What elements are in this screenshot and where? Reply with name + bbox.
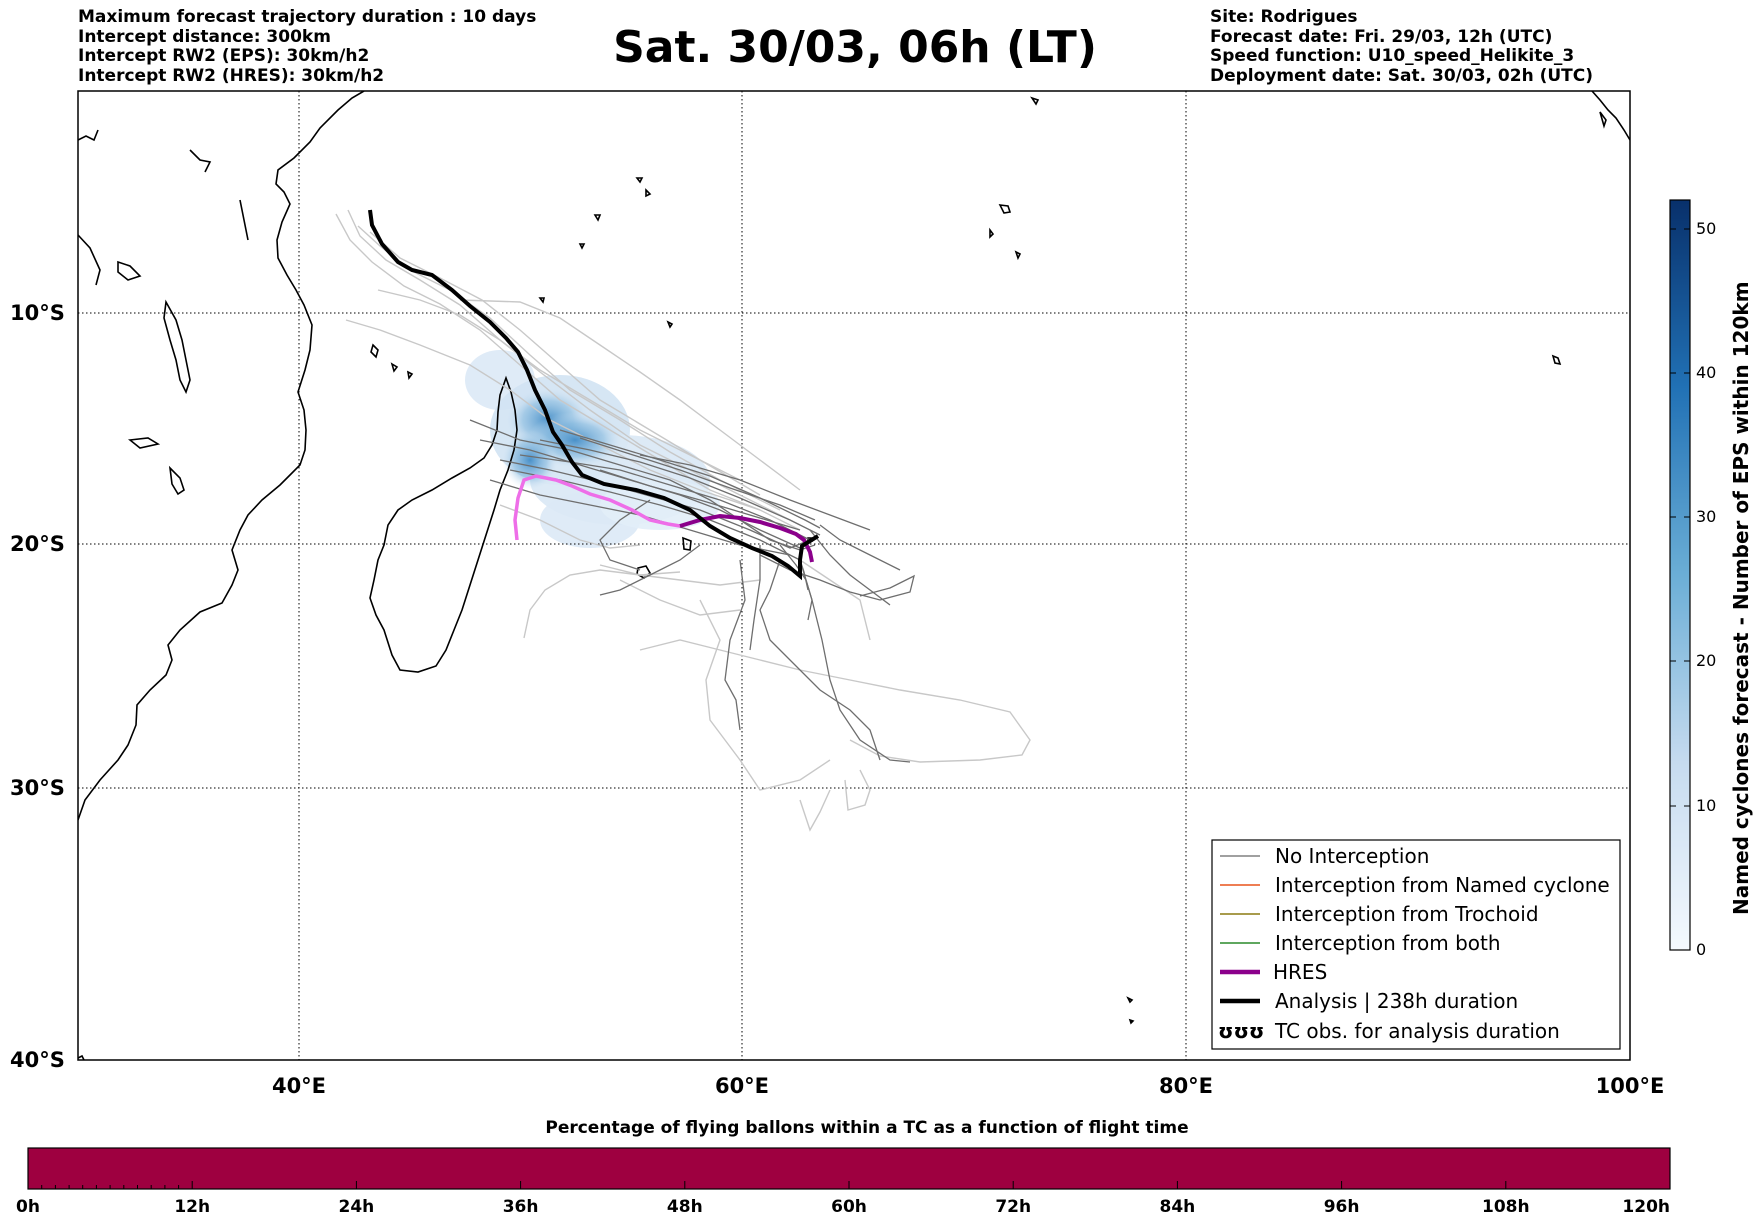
header-right-line: Deployment date: Sat. 30/03, 02h (UTC) <box>1210 65 1594 86</box>
colorbar-tick: 20 <box>1696 651 1716 670</box>
legend-label: HRES <box>1273 960 1327 984</box>
map-title: Sat. 30/03, 06h (LT) <box>613 22 1097 73</box>
header-left-line: Maximum forecast trajectory duration : 1… <box>78 7 537 27</box>
timeline-minor-ticks <box>27 1181 1671 1189</box>
map-area <box>78 91 1630 1060</box>
lon-label: 60°E <box>715 1074 769 1098</box>
colorbar-scale <box>1669 199 1691 951</box>
colorbar: 0 10 20 30 40 50 Named cyclones forecast… <box>1669 199 1753 959</box>
legend-label: Interception from Trochoid <box>1275 902 1539 926</box>
hres-track <box>679 513 814 563</box>
timeline-tick: 84h <box>1160 1197 1196 1217</box>
timeline-tick: 0h <box>16 1197 40 1217</box>
legend: No Interception Interception from Named … <box>1211 839 1621 1050</box>
legend-label: Interception from Named cyclone <box>1275 873 1610 897</box>
timeline-tick: 24h <box>339 1197 375 1217</box>
timeline-tick: 108h <box>1482 1197 1530 1217</box>
lat-label: 40°S <box>10 1048 65 1072</box>
header-left-line: Intercept distance: 300km <box>78 26 331 47</box>
timeline-tick: 12h <box>174 1197 210 1217</box>
timeline-tick: 36h <box>503 1197 539 1217</box>
legend-label: Analysis | 238h duration <box>1275 989 1518 1013</box>
lat-label: 30°S <box>10 776 65 800</box>
tc-obs-symbol-icon: ʊʊʊ <box>1218 1019 1264 1043</box>
legend-label: No Interception <box>1275 844 1429 868</box>
lon-label: 40°E <box>272 1074 326 1098</box>
lon-label: 100°E <box>1596 1074 1665 1098</box>
legend-label: Interception from both <box>1275 931 1501 955</box>
colorbar-label: Named cyclones forecast - Number of EPS … <box>1729 281 1753 915</box>
graticule <box>78 91 1630 1060</box>
colorbar-tick: 10 <box>1696 796 1716 815</box>
coastlines <box>78 91 1630 1060</box>
lat-label: 20°S <box>10 532 65 556</box>
site-info-block: Site: Rodrigues Forecast date: Fri. 29/0… <box>1210 7 1594 86</box>
legend-label: TC obs. for analysis duration <box>1274 1019 1560 1043</box>
header-left-line: Intercept RW2 (HRES): 30km/h2 <box>78 65 385 86</box>
timeline-tick: 120h <box>1622 1197 1670 1217</box>
timeline-tick: 60h <box>831 1197 867 1217</box>
colorbar-tick: 40 <box>1696 363 1716 382</box>
flight-time-timeline: Percentage of flying ballons within a TC… <box>16 1118 1671 1217</box>
analysis-track <box>368 209 820 581</box>
header-left-line: Intercept RW2 (EPS): 30km/h2 <box>78 46 370 66</box>
header-right-line: Forecast date: Fri. 29/03, 12h (UTC) <box>1210 26 1553 47</box>
hres-track-early <box>513 474 681 541</box>
timeline-title: Percentage of flying ballons within a TC… <box>545 1118 1188 1138</box>
colorbar-tick: 30 <box>1696 507 1716 526</box>
colorbar-tick: 0 <box>1696 940 1706 959</box>
timeline-tick: 48h <box>667 1197 703 1217</box>
lon-label: 80°E <box>1159 1074 1213 1098</box>
timeline-tick: 96h <box>1324 1197 1360 1217</box>
header-right-line: Speed function: U10_speed_Helikite_3 <box>1210 46 1575 66</box>
forecast-settings-block: Maximum forecast trajectory duration : 1… <box>78 7 537 86</box>
latitude-labels: 10°S 20°S 30°S 40°S <box>10 301 65 1072</box>
timeline-tick: 72h <box>995 1197 1031 1217</box>
longitude-labels: 40°E 60°E 80°E 100°E <box>272 1074 1664 1098</box>
header-right-line: Site: Rodrigues <box>1210 7 1358 27</box>
colorbar-tick: 50 <box>1696 219 1716 238</box>
lat-label: 10°S <box>10 301 65 325</box>
